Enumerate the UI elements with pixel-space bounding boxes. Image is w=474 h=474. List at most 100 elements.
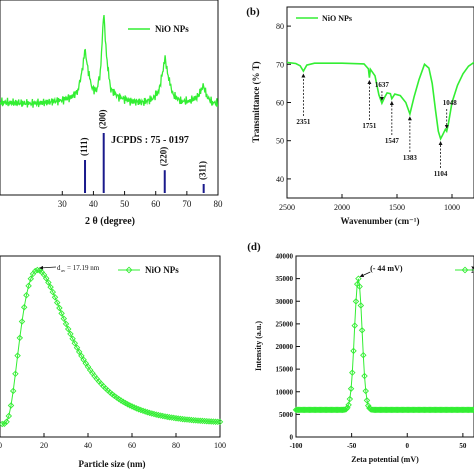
- x-tick-label-b: 1000: [444, 203, 460, 212]
- hkl-label: (311): [198, 161, 208, 180]
- x-axis-label-a: 2 θ (degree): [85, 216, 135, 227]
- zeta-data-point: [351, 322, 358, 329]
- size-data-point: [214, 418, 222, 426]
- size-data-point: [47, 283, 54, 291]
- legend-marker-c: [125, 266, 133, 274]
- size-data-point: [212, 418, 219, 425]
- y-tick-label-b: 60: [276, 99, 284, 108]
- x-tick-label-a: 50: [120, 199, 130, 209]
- x-tick-label-d: 0: [406, 442, 410, 450]
- size-data-point: [207, 418, 215, 425]
- size-data-point: [56, 304, 63, 312]
- peak-annotation: 1751: [362, 122, 377, 130]
- x-tick-label-d: -100: [290, 442, 303, 450]
- peak-annotation: 2351: [296, 118, 311, 126]
- zeta-data-point: [349, 369, 356, 376]
- y-tick-label-d: 35000: [276, 275, 294, 283]
- ftir-spectrum-line: [286, 61, 474, 141]
- size-data-point: [188, 416, 195, 424]
- size-data-point: [216, 418, 224, 426]
- size-data-point: [157, 412, 164, 419]
- size-data-point: [1, 420, 8, 427]
- y-tick-label-b: 80: [276, 22, 284, 31]
- size-data-point: [49, 288, 57, 296]
- annotation-symbol-c: d: [57, 264, 61, 272]
- size-data-point: [27, 275, 35, 282]
- panel-label-b: (b): [246, 6, 260, 18]
- zeta-data-point: [350, 347, 357, 355]
- panel-d-zeta: (d) N (- 44 mV) -100 -50 0 50 0 5000 10000 15000 20…: [247, 241, 474, 464]
- size-data-point: [9, 387, 17, 395]
- zeta-data-point: [345, 401, 352, 409]
- size-data-point: [152, 411, 160, 418]
- size-data-point: [155, 411, 162, 419]
- size-data-point: [148, 410, 156, 417]
- size-data-point: [190, 416, 197, 424]
- size-data-point: [45, 279, 52, 286]
- size-data-point: [18, 318, 26, 325]
- zeta-data-point: [356, 283, 363, 290]
- size-data-point: [75, 348, 83, 356]
- size-data-point: [7, 402, 15, 409]
- x-tick-label-a: 80: [214, 199, 224, 209]
- legend-marker-d: [461, 266, 469, 274]
- zeta-data-point: [364, 402, 372, 409]
- size-data-point: [3, 418, 10, 426]
- size-data-point: [183, 416, 191, 423]
- size-data-point: [5, 412, 13, 420]
- size-data-point: [62, 320, 70, 328]
- y-axis-label-d: Intensity (a.u.): [254, 321, 263, 371]
- y-tick-label-d: 0: [290, 434, 294, 442]
- size-data-point: [203, 417, 211, 425]
- size-data-point: [34, 266, 41, 274]
- peak-annotation: 1547: [385, 137, 400, 145]
- annotation-value-c: = 17.19 nm: [67, 264, 100, 272]
- peak-annotation: 1383: [403, 154, 418, 162]
- x-tick-label-c: 100: [214, 441, 226, 450]
- size-data-point: [177, 415, 184, 423]
- zeta-data-point: [357, 302, 365, 309]
- size-data-point: [71, 340, 79, 347]
- size-data-point: [185, 416, 193, 424]
- size-data-point: [179, 415, 186, 423]
- y-tick-label-d: 20000: [276, 343, 294, 351]
- panel-b-ftir: (b) NiO NPs 2351 1751 1637 1547 1383 1104 1048 25…: [246, 6, 474, 226]
- zeta-data-point: [467, 406, 474, 414]
- x-tick-label-b: 2500: [279, 203, 295, 212]
- size-data-point: [25, 282, 32, 290]
- peak-annotation: 1048: [443, 99, 458, 107]
- x-tick-label-c: 60: [128, 441, 136, 450]
- size-data-point: [14, 352, 21, 359]
- size-data-point: [78, 352, 85, 360]
- size-data-point: [53, 299, 61, 306]
- zeta-data-point: [363, 397, 371, 404]
- size-data-point: [51, 294, 59, 301]
- size-data-point: [60, 315, 68, 322]
- y-tick-label-d: 15000: [276, 366, 294, 374]
- y-tick-label-d: 25000: [276, 320, 294, 328]
- x-tick-label-c: 40: [84, 441, 92, 450]
- annotation-subscript-c: av: [61, 268, 66, 273]
- zeta-data-point: [470, 406, 474, 414]
- x-tick-label-b: 1500: [389, 203, 405, 212]
- size-data-point: [166, 413, 173, 421]
- x-tick-label-a: 70: [182, 199, 192, 209]
- zeta-data-point: [358, 327, 366, 334]
- x-tick-label-c: 20: [40, 441, 48, 450]
- peak-annotation: 1637: [375, 81, 390, 89]
- size-data-point: [159, 412, 167, 420]
- size-data-point: [73, 344, 81, 351]
- zeta-data-point: [341, 406, 349, 413]
- x-axis-label-c: Particle size (nm): [79, 459, 146, 469]
- panel-c-axes-frame: [0, 255, 221, 438]
- legend-label-a: NiO NPs: [155, 24, 189, 34]
- x-tick-label-a: 30: [58, 199, 68, 209]
- size-data-point: [146, 409, 153, 417]
- y-tick-label-d: 10000: [276, 388, 294, 396]
- panel-label-d: (d): [247, 241, 261, 253]
- x-tick-label-c: 80: [172, 441, 180, 450]
- reference-card-label: JCPDS : 75 - 0197: [111, 135, 189, 146]
- y-tick-label-d: 40000: [276, 253, 294, 261]
- peak-annotation: 1104: [434, 170, 448, 178]
